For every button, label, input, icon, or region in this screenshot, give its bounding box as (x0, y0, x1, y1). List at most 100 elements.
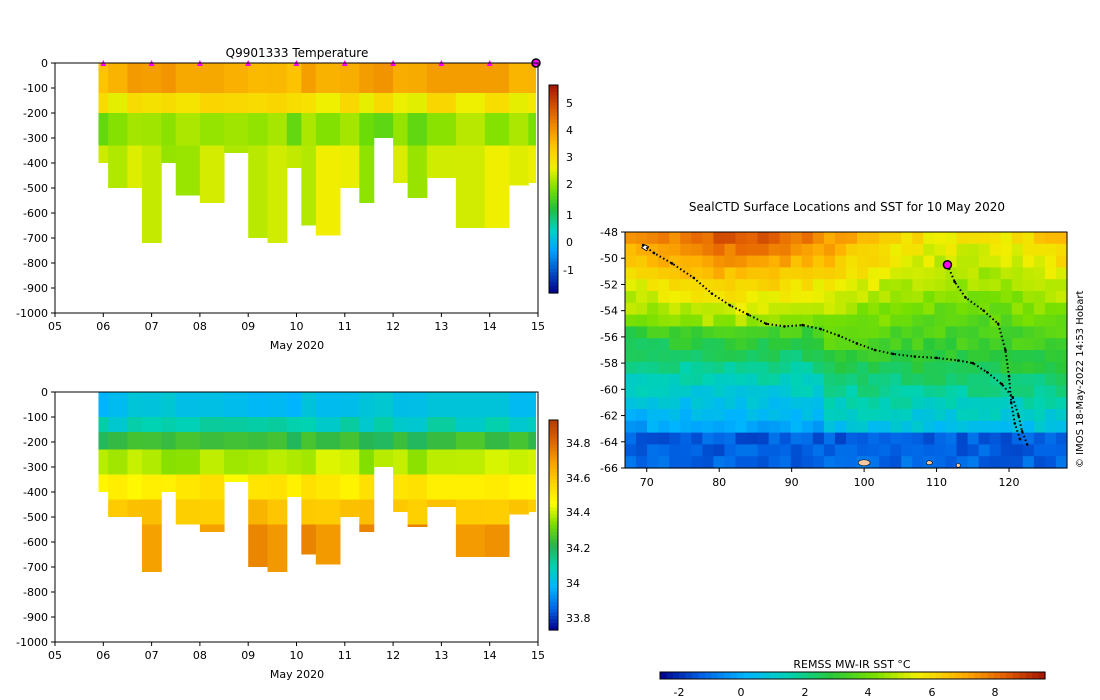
sst-cell (1033, 279, 1046, 292)
section-cell (373, 392, 394, 417)
sst-cell (669, 243, 681, 257)
sst-cell (757, 232, 770, 245)
sst-cell (1011, 420, 1024, 434)
sst-cell (790, 444, 803, 457)
sst-cell (1022, 361, 1035, 375)
sst-cell (680, 361, 692, 375)
section-cell (127, 93, 143, 113)
section-cell (301, 524, 317, 555)
sst-cell (713, 314, 726, 327)
sst-cell (680, 314, 692, 327)
sst-cell (801, 291, 814, 304)
sst-cell (879, 291, 891, 304)
section-cell (224, 474, 249, 482)
sst-cell (757, 326, 770, 339)
sst-cell (1000, 385, 1013, 398)
sst-cell (746, 255, 759, 268)
sst-cell (823, 350, 836, 363)
sst-cell (890, 409, 902, 422)
section-cell (141, 432, 162, 450)
y-tick-label: -1000 (16, 307, 48, 320)
colorbar-swatch (549, 150, 558, 155)
sst-cell (868, 420, 880, 434)
track-point (641, 243, 645, 247)
colorbar-swatch (549, 493, 558, 498)
sst-cell (790, 456, 803, 469)
section-cell (528, 63, 537, 93)
sst-cell (1011, 232, 1024, 245)
section-cell (359, 474, 375, 500)
sst-cell (746, 409, 759, 422)
credit-text: © IMOS 18-May-2022 14:53 Hobart (1075, 291, 1086, 468)
colorbar-swatch (549, 462, 558, 467)
colorbar-swatch (549, 605, 558, 610)
map-y-tick-label: -64 (600, 436, 618, 449)
sst-cell (812, 255, 825, 268)
sst-cell (658, 350, 670, 363)
sst-cell (989, 373, 1002, 386)
section-cell (484, 145, 510, 228)
sst-cell (978, 326, 991, 339)
sst-cell (680, 432, 692, 445)
sst-cell (702, 432, 714, 445)
colorbar-swatch (865, 672, 873, 679)
section-cell (484, 93, 510, 113)
sst-cell (823, 385, 836, 398)
salinity-plot-area (98, 392, 537, 572)
colorbar-swatch (549, 497, 558, 502)
sst-cell (901, 326, 913, 339)
colorbar-swatch (549, 195, 558, 200)
sst-cell (1022, 338, 1035, 351)
sst-cell (779, 420, 792, 434)
sst-cell (823, 255, 836, 268)
colorbar-swatch (549, 251, 558, 256)
colorbar-swatch (549, 133, 558, 138)
sst-cell (702, 350, 714, 363)
sst-cell (801, 420, 814, 434)
sst-cell (912, 255, 924, 268)
colorbar-swatch (955, 672, 963, 679)
sst-cell (857, 420, 869, 434)
map-y-tick-label: -62 (600, 410, 618, 423)
colorbar-swatch (891, 672, 899, 679)
sst-cell (746, 232, 759, 245)
section-cell (248, 93, 269, 113)
sst-cell (647, 291, 659, 304)
sst-cell (658, 243, 670, 257)
track-point (1009, 401, 1013, 404)
colorbar-swatch (814, 672, 822, 679)
section-cell (407, 63, 428, 93)
sst-cell (757, 409, 770, 422)
sst-cell (647, 373, 659, 386)
track-point (971, 361, 975, 365)
temperature-axes-frame (54, 62, 539, 314)
sst-cell (768, 444, 781, 457)
sst-cell (647, 420, 659, 434)
sst-cell (735, 314, 748, 327)
sst-cell (890, 432, 902, 445)
section-cell (393, 417, 409, 432)
sst-cell (1055, 350, 1068, 363)
sst-cell (879, 279, 891, 292)
land-patch (857, 459, 871, 467)
colorbar-swatch (549, 521, 558, 526)
colorbar-swatch (549, 105, 558, 110)
sst-cell (846, 314, 858, 327)
sst-cell (934, 232, 947, 245)
colorbar-swatch (692, 672, 700, 679)
track-point (692, 276, 696, 280)
sst-cell (989, 232, 1002, 245)
profile-column (108, 392, 128, 517)
colorbar-swatch (852, 672, 860, 679)
colorbar-swatch (762, 672, 770, 679)
sst-cell (989, 432, 1002, 445)
section-cell (108, 432, 128, 450)
sst-cell (967, 255, 980, 268)
sst-cell (768, 420, 781, 434)
colorbar-swatch (549, 437, 558, 442)
x-tick-label: 09 (241, 320, 255, 333)
section-cell (528, 499, 537, 512)
sst-cell (658, 373, 670, 386)
sst-cell (647, 338, 659, 351)
sst-cell (669, 444, 681, 457)
